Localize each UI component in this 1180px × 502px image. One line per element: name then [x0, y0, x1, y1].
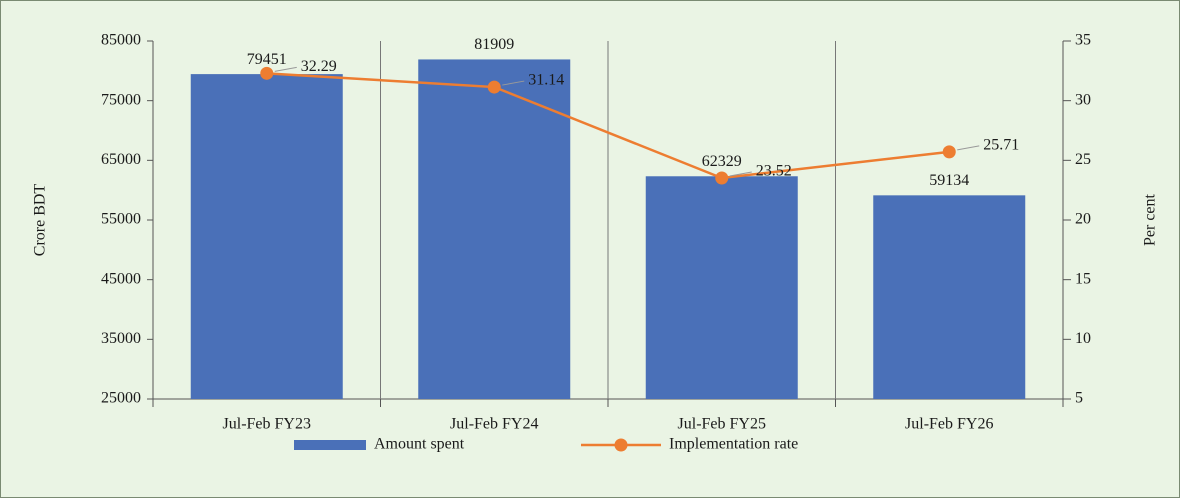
- y2-tick-label: 30: [1075, 91, 1091, 108]
- bar-value-label: 79451: [247, 51, 287, 68]
- x-tick-label: Jul-Feb FY26: [905, 416, 993, 433]
- label-leader: [957, 145, 980, 151]
- y2-tick-label: 15: [1075, 270, 1091, 287]
- y2-tick-label: 25: [1075, 151, 1091, 168]
- y-tick-label: 65000: [101, 151, 141, 168]
- line-point: [942, 145, 956, 159]
- bar-value-label: 62329: [702, 153, 742, 170]
- x-tick-label: Jul-Feb FY23: [223, 416, 311, 433]
- y-tick-label: 25000: [101, 390, 141, 407]
- label-leader: [502, 80, 525, 86]
- legend-marker: [614, 438, 628, 452]
- bar: [418, 59, 571, 400]
- legend-label: Implementation rate: [669, 436, 798, 453]
- bar-value-label: 81909: [474, 36, 514, 53]
- line-point: [715, 171, 729, 185]
- legend-label: Amount spent: [374, 436, 465, 453]
- y2-tick-label: 10: [1075, 330, 1091, 347]
- bar: [645, 176, 798, 399]
- line-value-label: 31.14: [528, 72, 564, 89]
- y-tick-label: 55000: [101, 211, 141, 228]
- line: [266, 72, 950, 180]
- label-leader: [274, 66, 297, 72]
- y-tick-label: 45000: [101, 270, 141, 287]
- y2-tick-label: 20: [1075, 211, 1091, 228]
- y2-axis-title: Per cent: [1142, 193, 1159, 246]
- line-value-label: 25.71: [983, 137, 1019, 154]
- bar: [873, 195, 1026, 399]
- line-value-label: 32.29: [301, 58, 337, 75]
- line-point: [487, 80, 501, 94]
- line-value-label: 23.52: [756, 163, 792, 180]
- y-axis-title: Crore BDT: [32, 184, 49, 257]
- y-tick-label: 35000: [101, 330, 141, 347]
- x-tick-label: Jul-Feb FY24: [450, 416, 538, 433]
- bar: [190, 74, 343, 399]
- label-leader: [729, 171, 752, 177]
- legend-swatch: [294, 440, 366, 450]
- y2-tick-label: 35: [1075, 32, 1091, 49]
- y2-tick-label: 5: [1075, 390, 1083, 407]
- x-tick-label: Jul-Feb FY25: [678, 416, 766, 433]
- y-tick-label: 85000: [101, 32, 141, 49]
- bar-value-label: 59134: [929, 172, 969, 189]
- y-tick-label: 75000: [101, 91, 141, 108]
- line-point: [260, 66, 274, 80]
